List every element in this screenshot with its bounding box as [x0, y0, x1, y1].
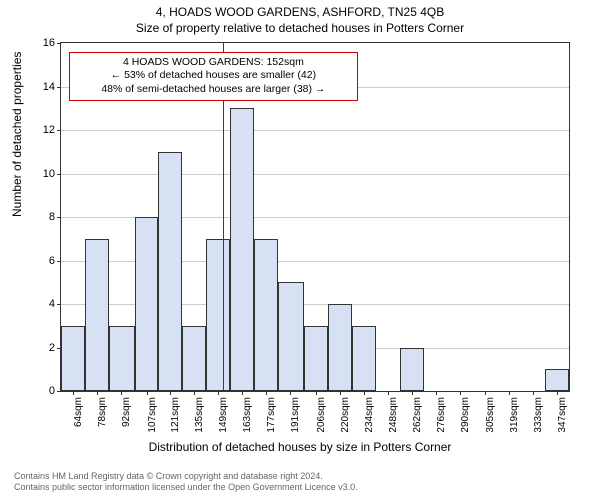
y-tick-label: 6: [49, 255, 55, 267]
x-tick-mark: [388, 391, 389, 395]
y-tick-label: 0: [49, 385, 55, 397]
y-axis-label: Number of detached properties: [10, 52, 24, 217]
y-tick-label: 10: [43, 168, 55, 180]
y-tick-label: 14: [43, 81, 55, 93]
x-tick-mark: [533, 391, 534, 395]
x-tick-mark: [97, 391, 98, 395]
x-tick-label: 177sqm: [266, 397, 277, 433]
footer-line-2: Contains public sector information licen…: [14, 482, 358, 494]
histogram-bar: [278, 282, 304, 391]
chart-plot-area: 024681012141664sqm78sqm92sqm107sqm121sqm…: [60, 42, 570, 392]
annotation-box: 4 HOADS WOOD GARDENS: 152sqm ← 53% of de…: [69, 52, 359, 101]
attribution-footer: Contains HM Land Registry data © Crown c…: [14, 471, 358, 494]
x-tick-mark: [340, 391, 341, 395]
histogram-bar: [135, 217, 159, 391]
x-tick-label: 163sqm: [242, 397, 253, 433]
annotation-line-1: 4 HOADS WOOD GARDENS: 152sqm: [76, 56, 352, 70]
x-tick-label: 262sqm: [412, 397, 423, 433]
x-axis-label: Distribution of detached houses by size …: [0, 440, 600, 454]
histogram-bar: [254, 239, 278, 391]
x-tick-mark: [316, 391, 317, 395]
x-tick-mark: [266, 391, 267, 395]
x-tick-mark: [290, 391, 291, 395]
histogram-bar: [61, 326, 85, 391]
gridline-h: [61, 174, 569, 175]
x-tick-label: 78sqm: [97, 397, 108, 427]
x-tick-label: 191sqm: [290, 397, 301, 433]
y-tick-label: 16: [43, 37, 55, 49]
histogram-bar: [328, 304, 352, 391]
x-tick-label: 290sqm: [460, 397, 471, 433]
title-block: 4, HOADS WOOD GARDENS, ASHFORD, TN25 4QB…: [0, 0, 600, 36]
y-tick-mark: [57, 43, 61, 44]
histogram-bar: [109, 326, 135, 391]
histogram-bar: [230, 108, 254, 391]
x-tick-mark: [460, 391, 461, 395]
histogram-bar: [400, 348, 424, 392]
histogram-bar: [545, 369, 569, 391]
x-tick-mark: [121, 391, 122, 395]
y-tick-mark: [57, 130, 61, 131]
footer-line-1: Contains HM Land Registry data © Crown c…: [14, 471, 358, 483]
y-tick-mark: [57, 217, 61, 218]
histogram-bar: [206, 239, 230, 391]
x-tick-label: 149sqm: [218, 397, 229, 433]
histogram-bar: [352, 326, 376, 391]
y-tick-mark: [57, 87, 61, 88]
y-tick-mark: [57, 391, 61, 392]
y-tick-mark: [57, 174, 61, 175]
x-tick-label: 206sqm: [316, 397, 327, 433]
x-tick-label: 248sqm: [388, 397, 399, 433]
x-tick-mark: [485, 391, 486, 395]
y-tick-label: 12: [43, 124, 55, 136]
x-tick-label: 276sqm: [436, 397, 447, 433]
x-tick-mark: [412, 391, 413, 395]
x-tick-label: 305sqm: [485, 397, 496, 433]
y-tick-label: 2: [49, 342, 55, 354]
x-tick-label: 319sqm: [509, 397, 520, 433]
histogram-bar: [85, 239, 109, 391]
y-tick-label: 4: [49, 298, 55, 310]
x-tick-mark: [509, 391, 510, 395]
x-tick-mark: [194, 391, 195, 395]
x-tick-label: 92sqm: [121, 397, 132, 427]
title-line-2: Size of property relative to detached ho…: [0, 20, 600, 36]
x-tick-mark: [73, 391, 74, 395]
histogram-bar: [182, 326, 206, 391]
x-tick-mark: [242, 391, 243, 395]
y-tick-mark: [57, 304, 61, 305]
histogram-bar: [304, 326, 328, 391]
x-tick-label: 121sqm: [170, 397, 181, 433]
x-tick-label: 234sqm: [364, 397, 375, 433]
x-tick-mark: [364, 391, 365, 395]
x-tick-mark: [557, 391, 558, 395]
x-tick-label: 107sqm: [147, 397, 158, 433]
x-tick-mark: [170, 391, 171, 395]
histogram-bar: [158, 152, 182, 391]
x-tick-mark: [147, 391, 148, 395]
x-tick-label: 64sqm: [73, 397, 84, 427]
y-tick-mark: [57, 261, 61, 262]
x-tick-mark: [218, 391, 219, 395]
title-line-1: 4, HOADS WOOD GARDENS, ASHFORD, TN25 4QB: [0, 4, 600, 20]
x-tick-label: 220sqm: [340, 397, 351, 433]
annotation-line-2: ← 53% of detached houses are smaller (42…: [76, 69, 352, 83]
annotation-line-3: 48% of semi-detached houses are larger (…: [76, 83, 352, 97]
x-tick-label: 135sqm: [194, 397, 205, 433]
y-tick-label: 8: [49, 211, 55, 223]
x-tick-mark: [436, 391, 437, 395]
figure-container: 4, HOADS WOOD GARDENS, ASHFORD, TN25 4QB…: [0, 0, 600, 500]
x-tick-label: 333sqm: [533, 397, 544, 433]
gridline-h: [61, 130, 569, 131]
x-tick-label: 347sqm: [557, 397, 568, 433]
